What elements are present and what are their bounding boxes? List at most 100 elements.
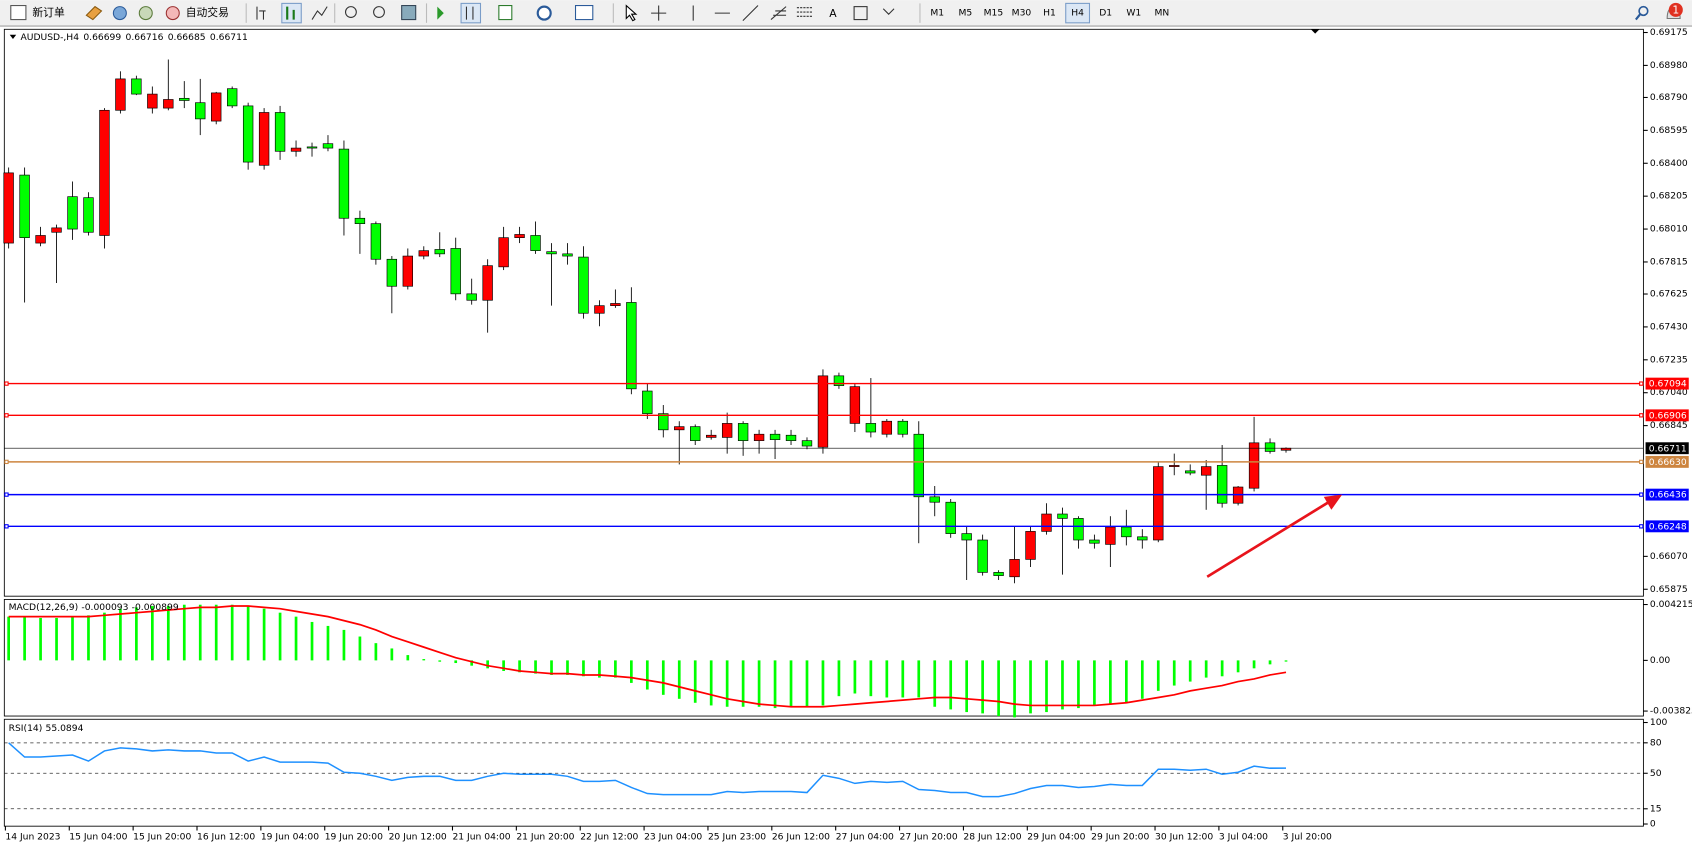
auto-trading-icon[interactable] bbox=[165, 6, 180, 21]
cursor-icon[interactable] bbox=[625, 4, 638, 22]
candle-body bbox=[1121, 526, 1132, 538]
level-price-label: 0.66906 bbox=[1649, 410, 1687, 421]
candle-body bbox=[610, 303, 621, 306]
timeframe-button[interactable]: M1 bbox=[930, 8, 944, 19]
fibo-icon[interactable] bbox=[796, 7, 812, 17]
current-price-label: 0.66711 bbox=[1649, 443, 1687, 454]
candle-body bbox=[242, 105, 254, 163]
y-tick-label: 0.00 bbox=[1650, 655, 1671, 666]
search-icon[interactable] bbox=[1638, 5, 1649, 17]
candle-body bbox=[274, 112, 286, 152]
x-tick-label: 25 Jun 23:00 bbox=[708, 831, 766, 842]
candle-body bbox=[1105, 526, 1116, 545]
candle-body bbox=[466, 293, 477, 301]
timeframe-button[interactable]: MN bbox=[1154, 8, 1169, 19]
candle-body bbox=[913, 433, 924, 498]
x-tick-label: 30 Jun 12:00 bbox=[1155, 831, 1213, 842]
candle-body bbox=[1169, 465, 1180, 467]
level-price-label: 0.67094 bbox=[1649, 379, 1687, 390]
candle-body bbox=[67, 196, 78, 230]
timeframe-button[interactable]: M5 bbox=[958, 8, 972, 19]
x-tick-label: 27 Jun 20:00 bbox=[900, 831, 958, 842]
timeframe-button[interactable]: W1 bbox=[1126, 8, 1141, 19]
y-tick-label: 0.66070 bbox=[1650, 551, 1688, 562]
line-chart-icon[interactable] bbox=[311, 6, 328, 20]
timeframe-button[interactable]: H4 bbox=[1071, 8, 1084, 19]
arrow-head bbox=[1323, 494, 1343, 510]
toolbar-background bbox=[0, 0, 1692, 27]
rsi-line bbox=[8, 742, 1287, 798]
candle-chart-icon[interactable] bbox=[286, 6, 295, 20]
header-ohlc: 0.66711 bbox=[210, 31, 248, 42]
arrows-icon[interactable] bbox=[882, 8, 895, 15]
crosshair-icon[interactable] bbox=[651, 5, 667, 21]
candle-body bbox=[1089, 539, 1100, 544]
candle-body bbox=[226, 88, 238, 107]
timeframe-button[interactable]: H1 bbox=[1043, 8, 1056, 19]
candle-body bbox=[482, 265, 493, 301]
candle-body bbox=[897, 420, 908, 435]
text-tool-icon[interactable]: A bbox=[829, 7, 837, 20]
candle-body bbox=[1073, 518, 1084, 541]
tile-icon[interactable] bbox=[401, 5, 417, 21]
candle-body bbox=[386, 258, 398, 287]
channel-icon[interactable] bbox=[770, 6, 787, 20]
header-ohlc: 0.66716 bbox=[126, 31, 164, 42]
shift-icon[interactable] bbox=[465, 6, 474, 20]
level-handle bbox=[1639, 413, 1644, 418]
new-order-button[interactable]: 新订单 bbox=[32, 6, 65, 19]
periods-icon[interactable] bbox=[536, 5, 552, 21]
candle-body bbox=[1153, 466, 1164, 541]
rsi-panel bbox=[3, 718, 1644, 827]
line-tools-icon[interactable] bbox=[692, 5, 759, 22]
y-tick-label: 0.69175 bbox=[1650, 27, 1688, 38]
y-tick-label: 50 bbox=[1650, 768, 1662, 779]
templates-icon[interactable] bbox=[574, 5, 594, 21]
new-order-icon[interactable] bbox=[10, 5, 27, 21]
x-tick-label: 21 Jun 04:00 bbox=[452, 831, 510, 842]
y-tick-label: 0.67625 bbox=[1650, 289, 1688, 300]
level-handle bbox=[1639, 524, 1644, 529]
indicator-name: MACD(12,26,9) bbox=[9, 601, 79, 612]
level-price-label: 0.66248 bbox=[1649, 521, 1687, 532]
zoom-out-icon[interactable] bbox=[373, 6, 385, 18]
candle-body bbox=[1264, 442, 1276, 452]
toolbar-icon[interactable] bbox=[138, 6, 153, 21]
y-tick-label: 0.67040 bbox=[1650, 387, 1688, 398]
candle-body bbox=[706, 434, 717, 438]
candle-body bbox=[833, 375, 845, 386]
candle-body bbox=[690, 426, 701, 441]
level-price-box bbox=[1645, 455, 1689, 468]
x-tick-label: 29 Jun 04:00 bbox=[1027, 831, 1085, 842]
label-tool-icon[interactable] bbox=[853, 6, 868, 21]
candle-body bbox=[849, 386, 861, 424]
toolbar-icon[interactable] bbox=[85, 5, 103, 21]
y-tick-label: 0.67430 bbox=[1650, 321, 1688, 332]
scroll-icon[interactable] bbox=[437, 6, 444, 20]
zoom-in-icon[interactable] bbox=[344, 6, 357, 18]
y-tick-label: 0.67235 bbox=[1650, 354, 1688, 365]
y-tick-label: 0.68595 bbox=[1650, 125, 1688, 136]
candle-body bbox=[83, 197, 94, 233]
indicators-icon[interactable] bbox=[498, 5, 513, 21]
macd-signal-line bbox=[8, 605, 1287, 708]
toolbar-icon[interactable] bbox=[112, 6, 127, 21]
symbol-header: AUDUSD-,H4 0.66699 0.66716 0.66685 0.66711 bbox=[21, 31, 248, 42]
timeframe-button[interactable]: D1 bbox=[1099, 8, 1112, 19]
arrow-shaft bbox=[1206, 500, 1331, 578]
header-marker bbox=[9, 34, 17, 40]
timeframe-button[interactable]: M15 bbox=[984, 8, 1004, 19]
level-handle bbox=[4, 524, 9, 529]
current-price-box bbox=[1645, 442, 1689, 455]
y-tick-label: 0.68205 bbox=[1650, 191, 1688, 202]
bar-chart-icon[interactable] bbox=[256, 6, 266, 20]
candle-body bbox=[1057, 513, 1068, 519]
y-tick-label: 0 bbox=[1650, 819, 1656, 830]
y-tick-label: 0.004215 bbox=[1650, 599, 1692, 610]
candle-body bbox=[514, 234, 525, 238]
candle-body bbox=[1200, 466, 1212, 476]
x-tick-label: 14 Jun 2023 bbox=[5, 831, 60, 842]
auto-trading-button[interactable]: 自动交易 bbox=[186, 6, 229, 19]
timeframe-button[interactable]: M30 bbox=[1012, 8, 1032, 19]
candle-body bbox=[51, 227, 62, 233]
